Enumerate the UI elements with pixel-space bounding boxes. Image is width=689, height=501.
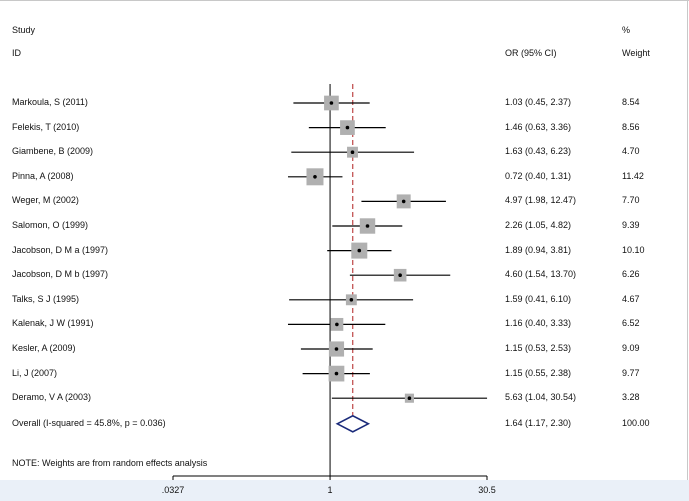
header-study: Study <box>12 25 36 35</box>
study-point-estimate <box>357 248 362 253</box>
study-or-ci: 4.97 (1.98, 12.47) <box>505 195 577 206</box>
study-point-estimate <box>349 298 354 302</box>
study-weight: 4.67 <box>622 293 640 304</box>
study-point-estimate <box>398 273 402 278</box>
header-weight: Weight <box>622 48 650 58</box>
study-or-ci: 1.89 (0.94, 3.81) <box>505 244 572 255</box>
study-weight: 11.42 <box>622 170 644 181</box>
study-or-ci: 1.15 (0.53, 2.53) <box>505 343 572 353</box>
study-weight: 10.10 <box>622 244 645 255</box>
study-weight: 9.39 <box>622 220 640 230</box>
study-label: Kalenak, J W (1991) <box>12 318 94 329</box>
study-weight: 9.77 <box>622 367 640 378</box>
study-point-estimate <box>334 347 339 351</box>
study-point-estimate <box>334 371 339 376</box>
study-weight: 8.54 <box>622 97 640 107</box>
study-weight: 7.70 <box>622 195 640 206</box>
study-or-ci: 1.46 (0.63, 3.36) <box>505 121 572 132</box>
study-label: Felekis, T (2010) <box>12 121 80 132</box>
study-label: Pinna, A (2008) <box>12 170 74 181</box>
study-or-ci: 1.63 (0.43, 6.23) <box>505 146 572 157</box>
overall-or-ci: 1.64 (1.17, 2.30) <box>505 417 572 428</box>
study-weight: 9.09 <box>622 343 640 353</box>
study-weight: 4.70 <box>622 146 640 157</box>
study-or-ci: 1.59 (0.41, 6.10) <box>505 293 572 304</box>
study-label: Li, J (2007) <box>12 367 58 378</box>
header-or: OR (95% CI) <box>505 48 557 58</box>
study-label: Salomon, O (1999) <box>12 220 89 230</box>
study-weight: 3.28 <box>622 392 640 403</box>
overall-weight: 100.00 <box>622 417 650 428</box>
study-point-estimate <box>401 199 406 204</box>
study-weight: 8.56 <box>622 121 640 132</box>
x-axis-tick-label: 1 <box>327 485 333 495</box>
study-label: Talks, S J (1995) <box>12 293 80 304</box>
study-weight: 6.26 <box>622 269 640 280</box>
study-label: Markoula, S (2011) <box>12 97 88 107</box>
x-axis-tick-label: .0327 <box>161 485 185 495</box>
overall-diamond <box>335 414 371 433</box>
study-point-estimate <box>350 150 355 154</box>
study-point-estimate <box>407 396 412 401</box>
study-label: Giambene, B (2009) <box>12 146 94 157</box>
study-point-estimate <box>335 322 339 327</box>
study-label: Jacobson, D M a (1997) <box>12 244 109 255</box>
study-label: Jacobson, D M b (1997) <box>12 269 109 280</box>
study-or-ci: 0.72 (0.40, 1.31) <box>505 170 572 181</box>
study-point-estimate <box>313 175 317 179</box>
study-point-estimate <box>329 101 334 105</box>
study-or-ci: 4.60 (1.54, 13.70) <box>505 269 577 280</box>
study-or-ci: 1.03 (0.45, 2.37) <box>505 97 572 107</box>
study-or-ci: 5.63 (1.04, 30.54) <box>505 392 577 403</box>
study-weight: 6.52 <box>622 318 640 329</box>
study-point-estimate <box>345 125 350 130</box>
x-axis-tick-label: 30.5 <box>478 485 496 495</box>
study-point-estimate <box>365 224 370 228</box>
header-id: ID <box>12 48 21 58</box>
study-or-ci: 2.26 (1.05, 4.82) <box>505 220 572 230</box>
study-label: Weger, M (2002) <box>12 195 79 206</box>
header-percent: % <box>622 25 631 35</box>
study-label: Kesler, A (2009) <box>12 343 76 353</box>
study-or-ci: 1.16 (0.40, 3.33) <box>505 318 572 329</box>
study-label: Deramo, V A (2003) <box>12 392 92 403</box>
study-or-ci: 1.15 (0.55, 2.38) <box>505 367 572 378</box>
weights-note: NOTE: Weights are from random effects an… <box>12 458 208 468</box>
axis-band <box>0 480 689 501</box>
overall-label: Overall (I-squared = 45.8%, p = 0.036) <box>12 417 166 428</box>
